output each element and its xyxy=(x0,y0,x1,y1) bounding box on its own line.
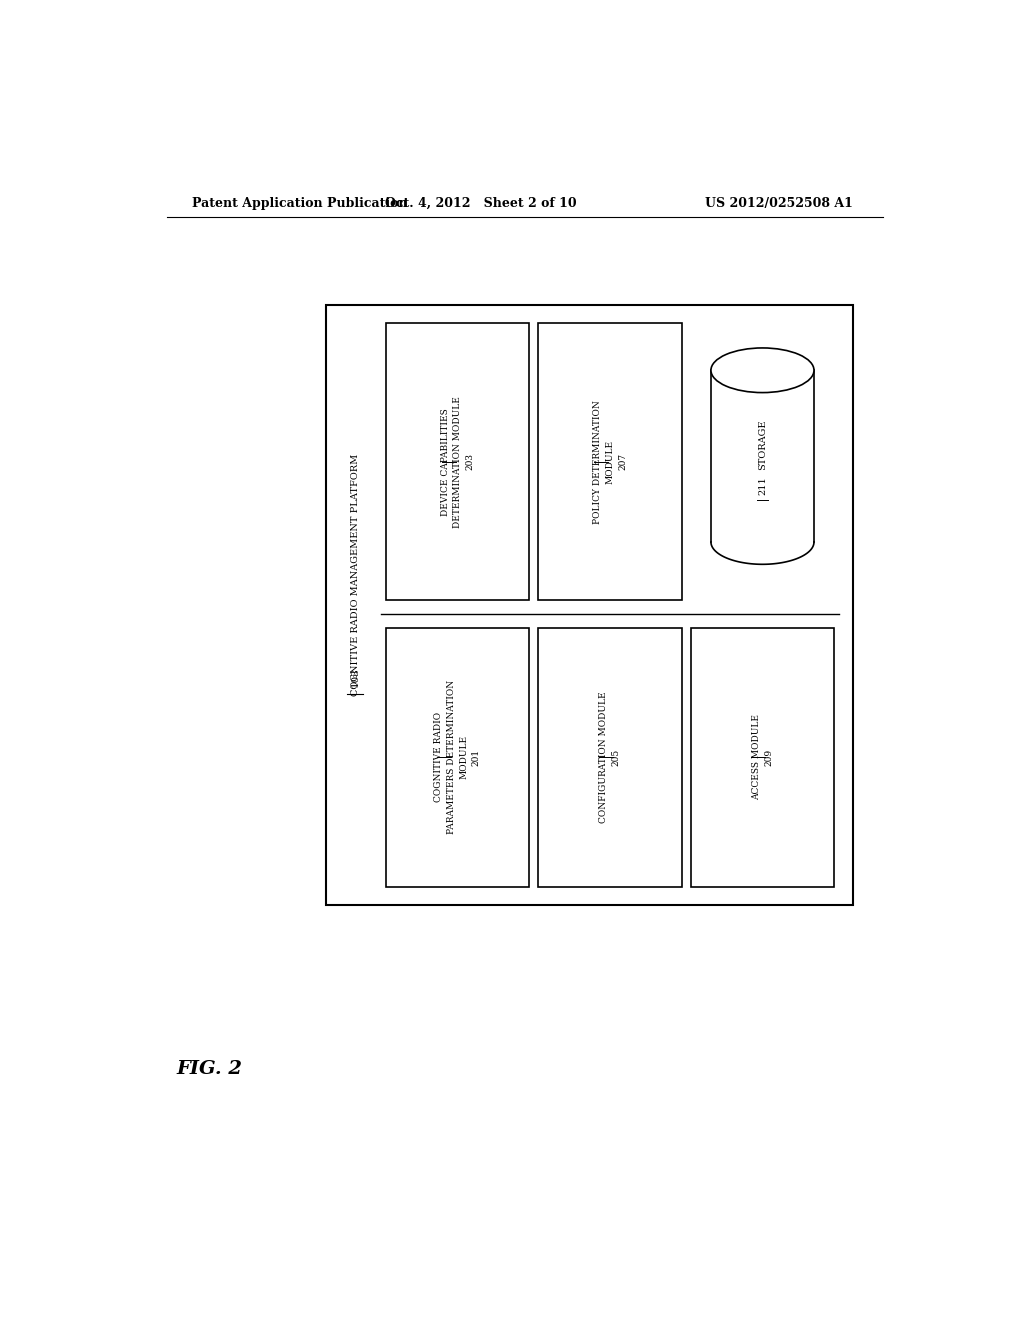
Bar xyxy=(386,323,529,601)
Text: 211: 211 xyxy=(758,477,767,495)
Text: 103: 103 xyxy=(350,667,359,686)
Text: FIG. 2: FIG. 2 xyxy=(176,1060,242,1077)
Text: DEVICE CAPABILITIES
DETERMINATION MODULE
203: DEVICE CAPABILITIES DETERMINATION MODULE… xyxy=(440,396,475,528)
Bar xyxy=(539,628,682,887)
Bar xyxy=(326,305,853,906)
Text: CONFIGURATION MODULE
205: CONFIGURATION MODULE 205 xyxy=(599,692,621,824)
Text: COGNITIVE RADIO
PARAMETERS DETERMINATION
MODULE
201: COGNITIVE RADIO PARAMETERS DETERMINATION… xyxy=(434,680,481,834)
Text: COGNITIVE RADIO MANAGEMENT PLATFORM: COGNITIVE RADIO MANAGEMENT PLATFORM xyxy=(350,454,359,696)
Bar xyxy=(691,628,834,887)
Bar xyxy=(539,323,682,601)
Text: Patent Application Publication: Patent Application Publication xyxy=(191,197,408,210)
Text: US 2012/0252508 A1: US 2012/0252508 A1 xyxy=(705,197,853,210)
Ellipse shape xyxy=(711,348,814,392)
Bar xyxy=(386,628,529,887)
Text: ACCESS MODULE
209: ACCESS MODULE 209 xyxy=(752,714,773,800)
Text: POLICY DETERMINATION
MODULE
207: POLICY DETERMINATION MODULE 207 xyxy=(593,400,627,524)
Text: STORAGE: STORAGE xyxy=(758,420,767,470)
Text: Oct. 4, 2012   Sheet 2 of 10: Oct. 4, 2012 Sheet 2 of 10 xyxy=(385,197,577,210)
